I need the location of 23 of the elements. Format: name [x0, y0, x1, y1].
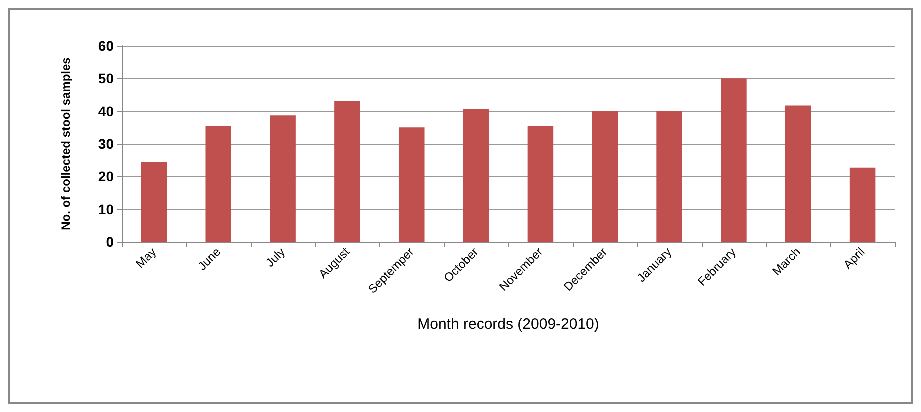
y-tick-label: 10	[98, 201, 114, 218]
bar	[141, 162, 168, 242]
x-tick-label: July	[263, 245, 288, 270]
bar	[592, 111, 618, 242]
bar	[463, 109, 490, 242]
bar	[270, 116, 296, 242]
bar	[850, 168, 876, 242]
bar	[785, 106, 812, 242]
y-tick-label: 0	[106, 234, 114, 250]
x-tick-label: May	[133, 245, 160, 271]
x-axis-title: Month records (2009-2010)	[418, 316, 600, 333]
bar	[334, 102, 360, 242]
bar	[206, 126, 232, 242]
y-axis-title: No. of collected stool samples	[59, 57, 73, 230]
bar	[528, 126, 554, 242]
bar	[656, 111, 682, 242]
y-tick-label: 50	[98, 70, 114, 87]
bar	[721, 78, 747, 242]
y-tick-label: 60	[98, 38, 114, 54]
y-tick-label: 20	[98, 168, 114, 185]
y-tick-label: 30	[98, 136, 114, 152]
y-tick-label: 40	[98, 103, 114, 120]
bar	[398, 128, 425, 242]
